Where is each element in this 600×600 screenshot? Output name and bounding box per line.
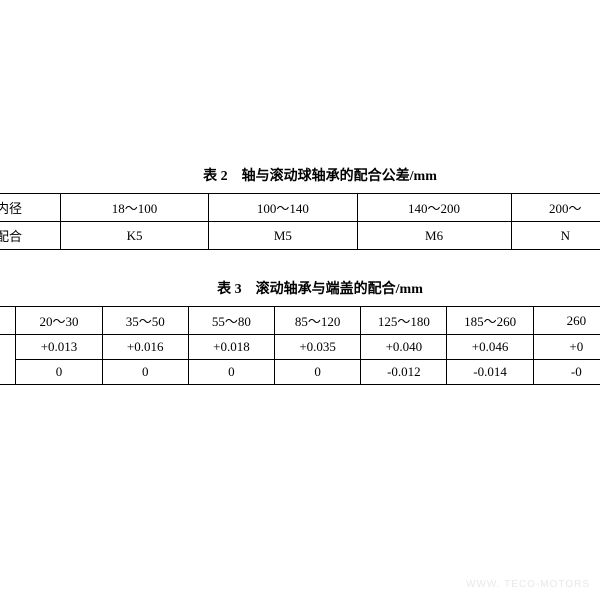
table3-r1-c2: 0	[188, 360, 274, 385]
table2-r0-c1: 100～140	[209, 194, 357, 222]
table3-r0-c5: +0.046	[447, 335, 533, 360]
table2-r0-label: 承内径	[0, 194, 60, 222]
table2-r1-label: 差配合	[0, 222, 60, 250]
table3-range-4: 125～180	[361, 307, 447, 335]
table2-r1-c3: N	[511, 222, 600, 250]
table-row: 差配合 K5 M5 M6 N	[0, 222, 600, 250]
table3-r1-c3: 0	[275, 360, 361, 385]
table3-r1-c5: -0.014	[447, 360, 533, 385]
table-row: 0 0 0 0 -0.012 -0.014 -0	[0, 360, 600, 385]
table3-r0-c3: +0.035	[275, 335, 361, 360]
watermark: WWW. TECO-MOTORS	[466, 579, 590, 590]
table2-r0-c3: 200～	[511, 194, 600, 222]
table-row: 承内径 18～100 100～140 140～200 200～	[0, 194, 600, 222]
table3-title: 表 3 滚动轴承与端盖的配合/mm	[0, 278, 600, 298]
table3-range-6: 260	[533, 307, 600, 335]
table2-r1-c0: K5	[60, 222, 208, 250]
table3-r0-c2: +0.018	[188, 335, 274, 360]
table2-title: 表 2 轴与滚动球轴承的配合公差/mm	[0, 165, 600, 185]
table3: 径 20～30 35～50 55～80 85～120 125～180 185～2…	[0, 306, 600, 385]
table3-range-0: 20～30	[16, 307, 102, 335]
table3-r0-c0: +0.013	[16, 335, 102, 360]
table2-r1-c2: M6	[357, 222, 511, 250]
table3-r1-c4: -0.012	[361, 360, 447, 385]
table-row: +0.013 +0.016 +0.018 +0.035 +0.040 +0.04…	[0, 335, 600, 360]
table3-r0-c1: +0.016	[102, 335, 188, 360]
table2: 承内径 18～100 100～140 140～200 200～ 差配合 K5 M…	[0, 193, 600, 250]
table2-r0-c0: 18～100	[60, 194, 208, 222]
table3-range-3: 85～120	[275, 307, 361, 335]
table3-range-2: 55～80	[188, 307, 274, 335]
table3-r1-c1: 0	[102, 360, 188, 385]
table2-r1-c1: M5	[209, 222, 357, 250]
table3-data-label	[0, 335, 16, 385]
table3-header-label: 径	[0, 307, 16, 335]
table3-r0-c6: +0	[533, 335, 600, 360]
table-row: 径 20～30 35～50 55～80 85～120 125～180 185～2…	[0, 307, 600, 335]
table3-range-5: 185～260	[447, 307, 533, 335]
table2-r0-c2: 140～200	[357, 194, 511, 222]
table3-r1-c6: -0	[533, 360, 600, 385]
table3-r1-c0: 0	[16, 360, 102, 385]
table3-r0-c4: +0.040	[361, 335, 447, 360]
table3-range-1: 35～50	[102, 307, 188, 335]
